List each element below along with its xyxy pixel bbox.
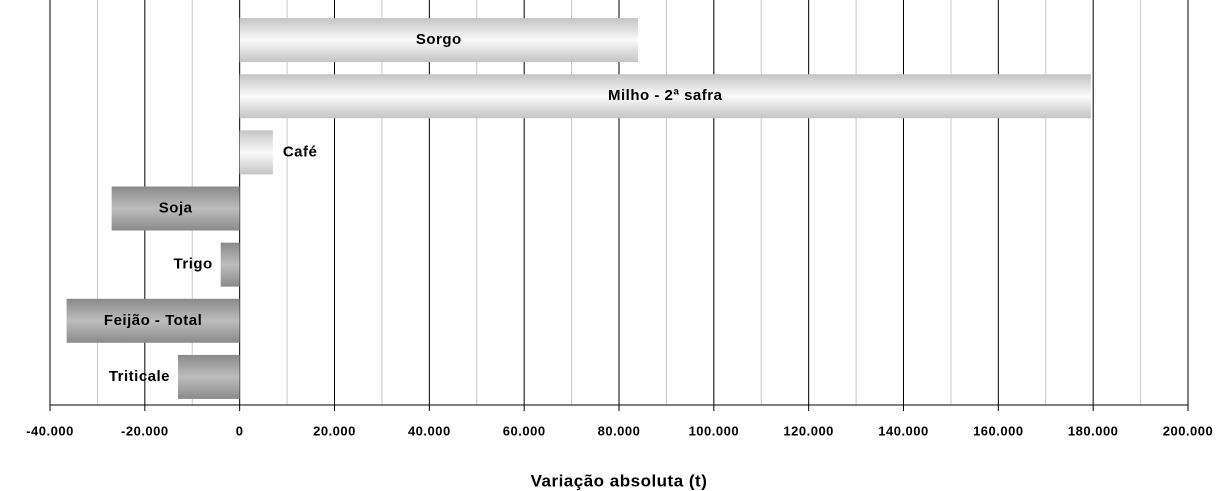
bar [178,354,240,399]
x-axis-title: Variação absoluta (t) [531,471,708,490]
bar-label: Sorgo [416,31,462,48]
x-tick-label: 60.000 [503,423,546,438]
bar-label: Café [283,143,318,160]
x-tick-label: 160.000 [973,423,1024,438]
bar [239,74,1091,119]
bar [239,130,273,175]
bar [111,186,240,231]
x-tick-label: 0 [236,423,244,438]
bar-label: Triticale [109,368,170,385]
bar-label: Feijão - Total [104,312,202,329]
x-tick-label: 40.000 [408,423,451,438]
x-tick-label: 180.000 [1068,423,1119,438]
bar [220,242,240,287]
bar-label: Soja [159,199,193,216]
x-tick-label: 100.000 [689,423,740,438]
x-tick-label: -40.000 [26,423,74,438]
bar [239,18,638,63]
x-tick-label: -20.000 [121,423,169,438]
x-tick-label: 80.000 [598,423,641,438]
bar [66,298,240,343]
x-tick-label: 140.000 [878,423,929,438]
bar-label: Milho - 2ª safra [608,87,723,104]
bar-label: Trigo [174,256,213,273]
x-tick-label: 20.000 [313,423,356,438]
x-tick-label: 200.000 [1163,423,1214,438]
x-tick-label: 120.000 [783,423,834,438]
